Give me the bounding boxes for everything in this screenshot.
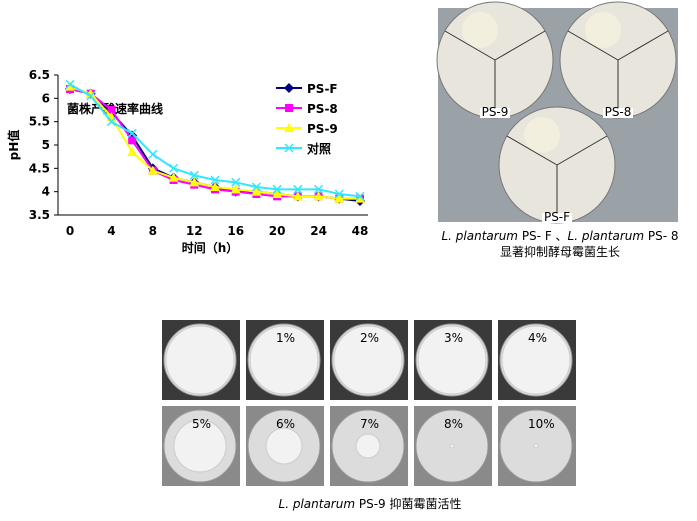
plate-tag-label: PS-8 <box>605 105 632 119</box>
y-tick-label: 6.5 <box>29 68 50 82</box>
y-tick-label: 5 <box>42 138 50 152</box>
marker <box>148 149 158 159</box>
colony <box>585 12 621 48</box>
marker <box>106 117 116 127</box>
marker <box>293 184 303 194</box>
caption-top-2: 显著抑制酵母霉菌生长 <box>500 244 620 259</box>
marker <box>127 147 138 156</box>
marker <box>284 123 294 132</box>
y-axis-label: pH值 <box>6 130 21 161</box>
mold-growth <box>165 325 235 395</box>
plate-tag <box>603 108 633 118</box>
y-tick-label: 5.5 <box>29 115 50 129</box>
mold-growth <box>355 433 381 459</box>
x-tick-label: 24 <box>310 224 327 238</box>
plate-label: 3% <box>444 331 463 345</box>
plate-label: 6% <box>276 417 295 431</box>
caption-top: L. plantarum PS- F 、L. plantarum PS- 8 <box>441 229 678 243</box>
mold-growth <box>417 325 487 395</box>
colony <box>462 12 498 48</box>
marker <box>284 143 294 153</box>
marker <box>355 193 365 203</box>
y-tick-label: 3.5 <box>29 208 50 222</box>
marker <box>107 106 116 114</box>
marker <box>189 177 200 187</box>
x-tick-label: 8 <box>149 224 157 238</box>
plate-label: 2% <box>360 331 379 345</box>
mold-growth <box>449 443 455 449</box>
plate-tag <box>542 213 572 223</box>
x-tick-label: 16 <box>227 224 244 238</box>
marker <box>251 182 261 192</box>
marker <box>285 104 293 112</box>
marker <box>189 170 199 180</box>
plate-label: 10% <box>528 417 555 431</box>
marker <box>355 191 365 201</box>
marker <box>272 184 282 194</box>
y-tick-label: 6 <box>42 91 50 105</box>
x-axis-label: 时间（h） <box>182 240 239 255</box>
plate-tag <box>480 108 510 118</box>
marker <box>292 191 303 201</box>
x-tick-label: 48 <box>352 224 369 238</box>
marker <box>314 184 324 194</box>
x-tick-label: 4 <box>107 224 115 238</box>
marker <box>272 189 283 198</box>
marker <box>169 163 179 173</box>
caption-bottom: L. plantarum PS-9 抑菌霉菌活性 <box>279 496 462 511</box>
marker <box>86 91 96 101</box>
x-tick-label: 12 <box>186 224 203 238</box>
mold-growth <box>265 427 303 465</box>
marker <box>65 81 75 91</box>
marker <box>168 172 179 182</box>
plate-label: 7% <box>360 417 379 431</box>
legend-label: PS-8 <box>307 102 338 116</box>
mold-growth <box>173 419 227 473</box>
marker <box>127 128 137 138</box>
mold-growth <box>533 443 539 449</box>
mold-growth <box>249 325 319 395</box>
mold-growth <box>333 325 403 395</box>
marker <box>334 189 344 199</box>
legend-label: 对照 <box>307 141 331 156</box>
marker <box>128 136 137 145</box>
y-tick-label: 4.5 <box>29 161 50 175</box>
marker <box>210 182 220 191</box>
plate-label: 1% <box>276 331 295 345</box>
marker <box>251 186 262 196</box>
plate-label: 5% <box>192 417 211 431</box>
legend-label: PS-9 <box>307 122 338 136</box>
plate-tag-label: PS-9 <box>482 105 509 119</box>
marker <box>284 83 294 93</box>
marker <box>313 191 324 201</box>
marker <box>147 165 158 175</box>
marker <box>334 193 345 203</box>
x-tick-label: 0 <box>66 224 74 238</box>
colony <box>524 117 560 153</box>
marker <box>210 175 220 185</box>
plate-label: 8% <box>444 417 463 431</box>
y-tick-label: 4 <box>42 185 50 199</box>
plate-label: 4% <box>528 331 547 345</box>
legend-label: PS-F <box>307 82 338 96</box>
marker <box>230 184 241 194</box>
plate-tag-label: PS-F <box>544 210 570 224</box>
x-tick-label: 20 <box>269 224 286 238</box>
marker <box>231 177 241 187</box>
marker <box>65 79 75 89</box>
mold-growth <box>501 325 571 395</box>
